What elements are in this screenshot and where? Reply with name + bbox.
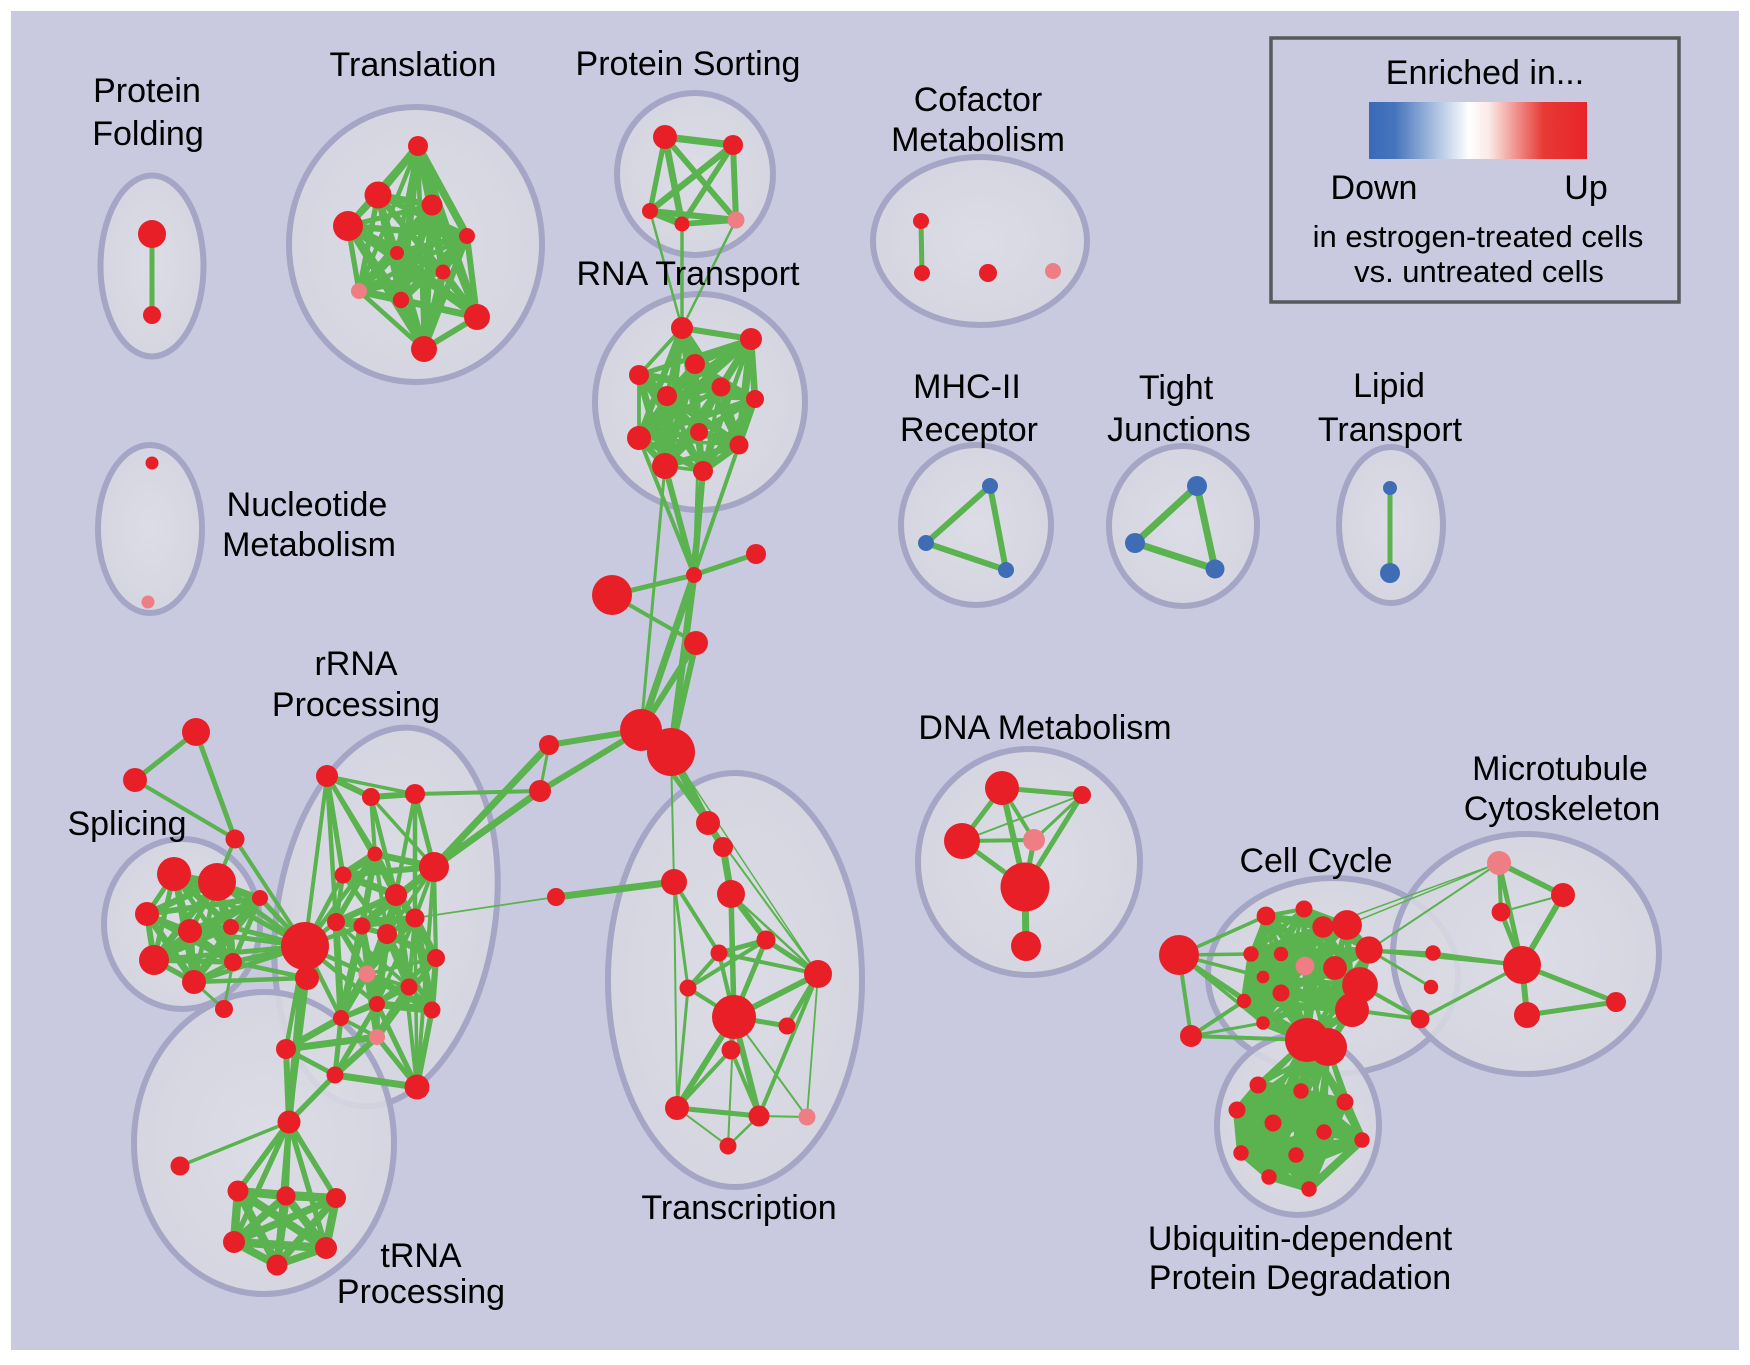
svg-text:Splicing: Splicing (67, 805, 186, 843)
svg-text:Lipid: Lipid (1353, 367, 1425, 405)
svg-text:Translation: Translation (330, 46, 497, 84)
svg-text:Protein Degradation: Protein Degradation (1149, 1259, 1451, 1297)
svg-text:tRNA: tRNA (380, 1237, 462, 1275)
svg-text:Up: Up (1564, 169, 1607, 207)
svg-text:Enriched in...: Enriched in... (1386, 54, 1584, 92)
svg-text:Down: Down (1331, 169, 1418, 207)
svg-text:Nucleotide: Nucleotide (227, 486, 388, 524)
svg-text:rRNA: rRNA (314, 645, 397, 683)
svg-text:Metabolism: Metabolism (891, 121, 1065, 159)
svg-text:vs. untreated cells: vs. untreated cells (1354, 254, 1604, 289)
svg-text:Protein Sorting: Protein Sorting (576, 45, 801, 83)
svg-text:Receptor: Receptor (900, 411, 1038, 449)
svg-text:Junctions: Junctions (1107, 411, 1251, 449)
svg-text:Tight: Tight (1139, 369, 1214, 407)
svg-text:Metabolism: Metabolism (222, 526, 396, 564)
svg-text:Protein: Protein (93, 72, 201, 110)
svg-text:RNA Transport: RNA Transport (577, 255, 801, 293)
svg-text:Folding: Folding (92, 115, 204, 153)
svg-text:Transcription: Transcription (641, 1189, 836, 1227)
svg-text:DNA Metabolism: DNA Metabolism (918, 709, 1171, 747)
svg-text:Processing: Processing (272, 686, 440, 724)
svg-text:Microtubule: Microtubule (1472, 750, 1648, 788)
svg-text:Cofactor: Cofactor (914, 81, 1043, 119)
svg-text:MHC-II: MHC-II (913, 368, 1021, 406)
svg-text:Transport: Transport (1318, 411, 1463, 449)
svg-text:Processing: Processing (337, 1273, 505, 1311)
svg-text:in estrogen-treated cells: in estrogen-treated cells (1313, 219, 1644, 254)
svg-text:Ubiquitin-dependent: Ubiquitin-dependent (1148, 1220, 1453, 1258)
svg-text:Cytoskeleton: Cytoskeleton (1464, 790, 1661, 828)
svg-text:Cell Cycle: Cell Cycle (1239, 842, 1392, 880)
